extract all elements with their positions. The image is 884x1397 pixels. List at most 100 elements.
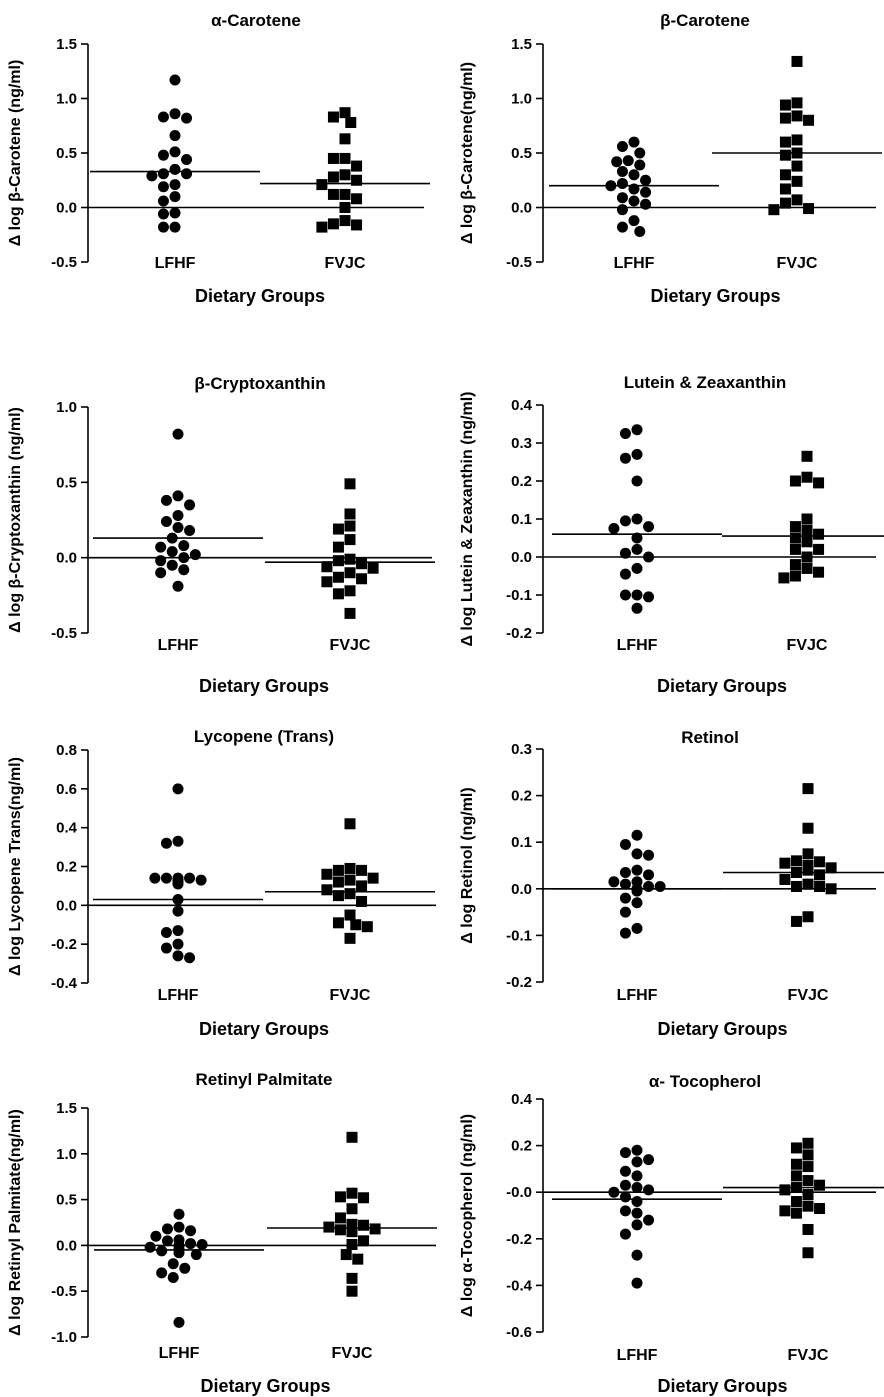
category-label: LFHF <box>617 987 658 1004</box>
data-point-fvjc <box>351 193 363 205</box>
y-tick-label: -0.2 <box>506 974 532 991</box>
data-point-lfhf <box>634 159 646 171</box>
data-point-lfhf <box>631 513 643 525</box>
data-point-fvjc <box>358 1192 370 1204</box>
y-tick-label: 1.0 <box>56 1146 77 1163</box>
data-point-lfhf <box>631 1182 643 1194</box>
data-point-lfhf <box>160 872 172 884</box>
data-point-fvjc <box>789 570 801 582</box>
x-axis-label: Dietary Groups <box>657 676 787 696</box>
data-point-fvjc <box>789 532 801 544</box>
data-point-fvjc <box>802 783 814 795</box>
data-point-fvjc <box>358 1219 370 1231</box>
data-point-fvjc <box>790 880 802 892</box>
y-tick-label: 1.5 <box>511 36 532 53</box>
data-point-lfhf <box>157 111 169 123</box>
data-point-lfhf <box>643 869 655 881</box>
category-label: FVJC <box>330 637 371 654</box>
data-point-lfhf <box>631 1249 643 1261</box>
data-point-lfhf <box>619 452 631 464</box>
data-point-fvjc <box>790 855 802 867</box>
data-point-fvjc <box>825 883 837 895</box>
data-point-lfhf <box>167 1258 179 1270</box>
data-point-lfhf <box>643 1184 655 1196</box>
data-point-lfhf <box>631 1170 643 1182</box>
data-point-lfhf <box>640 186 652 198</box>
data-point-fvjc <box>803 114 815 126</box>
y-tick-label: 0.2 <box>511 788 532 805</box>
data-point-fvjc <box>802 1175 814 1187</box>
data-point-lfhf <box>146 170 158 182</box>
data-point-lfhf <box>190 1249 202 1261</box>
data-point-lfhf <box>167 1271 179 1283</box>
data-point-fvjc <box>339 133 351 145</box>
y-tick-label: -0.2 <box>51 936 77 953</box>
category-label: FVJC <box>788 1347 829 1364</box>
data-point-fvjc <box>791 55 803 67</box>
data-point-lfhf <box>157 181 169 193</box>
data-point-lfhf <box>181 112 193 124</box>
data-point-lfhf <box>181 168 193 180</box>
category-label: FVJC <box>330 987 371 1004</box>
chart-panel-3: β-Cryptoxanthin -0.5 0.0 0.5 1.0 Δ log β-Cryp… <box>7 374 435 696</box>
data-point-fvjc <box>801 513 813 525</box>
data-point-lfhf <box>631 1207 643 1219</box>
y-tick-label: 0.5 <box>56 145 77 162</box>
y-tick-label: 0.8 <box>56 742 77 759</box>
x-axis-label: Dietary Groups <box>195 286 325 306</box>
data-point-lfhf <box>643 591 655 603</box>
data-point-lfhf <box>144 1241 156 1253</box>
data-point-fvjc <box>344 932 356 944</box>
y-tick-label: 0.0 <box>56 897 77 914</box>
data-point-fvjc <box>327 171 339 183</box>
data-point-lfhf <box>172 835 184 847</box>
y-tick-label: -0.2 <box>506 1231 532 1248</box>
data-point-fvjc <box>332 571 344 583</box>
chart-title: Retinol <box>681 728 739 747</box>
data-point-fvjc <box>802 848 814 860</box>
data-point-fvjc <box>334 1224 346 1236</box>
data-point-fvjc <box>346 1226 358 1238</box>
y-axis-label: Δ log α-Tocopherol (ng/ml) <box>459 1114 476 1317</box>
data-point-lfhf <box>185 1238 197 1250</box>
data-point-lfhf <box>622 155 634 167</box>
data-point-fvjc <box>778 572 790 584</box>
data-point-lfhf <box>616 192 628 204</box>
x-axis-label: Dietary Groups <box>199 676 329 696</box>
x-axis-label: Dietary Groups <box>657 1019 787 1039</box>
data-point-lfhf <box>173 1316 185 1328</box>
category-label: LFHF <box>617 1347 658 1364</box>
data-point-lfhf <box>619 1228 631 1240</box>
data-point-lfhf <box>628 215 640 227</box>
data-point-fvjc <box>332 917 344 929</box>
data-point-lfhf <box>196 1238 208 1250</box>
category-label: LFHF <box>158 987 199 1004</box>
data-point-lfhf <box>619 589 631 601</box>
data-point-lfhf <box>169 130 181 142</box>
x-axis-label: Dietary Groups <box>199 1019 329 1039</box>
data-point-lfhf <box>631 829 643 841</box>
data-point-lfhf <box>608 876 620 888</box>
data-point-fvjc <box>791 147 803 159</box>
data-point-lfhf <box>172 894 184 906</box>
data-point-fvjc <box>779 149 791 161</box>
data-point-lfhf <box>169 163 181 175</box>
data-point-fvjc <box>344 862 356 874</box>
data-point-lfhf <box>631 1144 643 1156</box>
y-tick-label: 1.0 <box>511 91 532 108</box>
category-label: FVJC <box>777 255 818 272</box>
data-point-lfhf <box>643 1214 655 1226</box>
data-point-fvjc <box>344 888 356 900</box>
data-point-lfhf <box>178 540 190 552</box>
y-tick-label: 1.5 <box>56 1100 77 1117</box>
data-point-fvjc <box>352 1253 364 1265</box>
data-point-lfhf <box>172 490 184 502</box>
data-point-fvjc <box>779 136 791 148</box>
data-point-lfhf <box>631 922 643 934</box>
data-point-lfhf <box>631 602 643 614</box>
data-point-fvjc <box>802 1189 814 1201</box>
data-point-fvjc <box>327 188 339 200</box>
data-point-lfhf <box>631 532 643 544</box>
data-point-fvjc <box>801 551 813 563</box>
data-point-fvjc <box>802 1161 814 1173</box>
